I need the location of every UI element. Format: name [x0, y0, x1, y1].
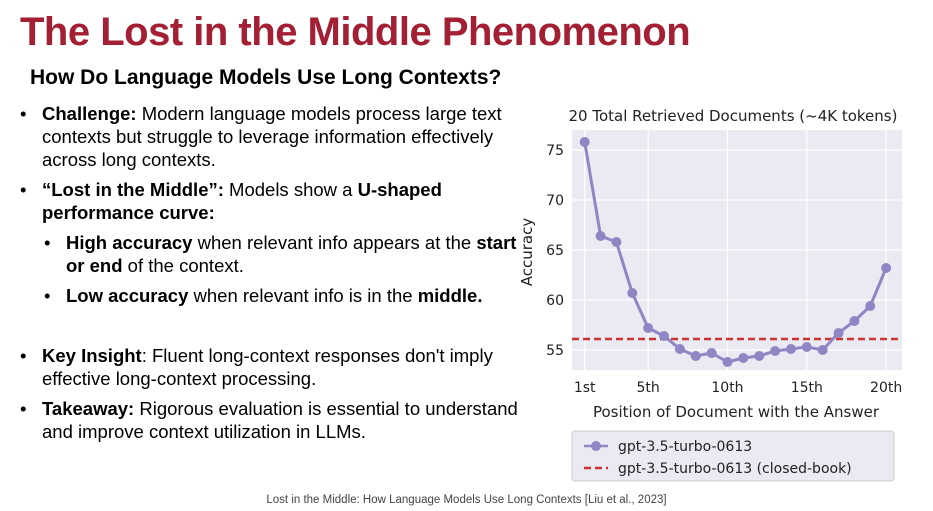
gpt-data-point — [579, 137, 590, 147]
gpt-data-point — [659, 331, 670, 341]
challenge-label: Challenge: — [42, 103, 137, 124]
bullet-challenge: Challenge: Modern language models proces… — [20, 102, 520, 171]
challenge-text: Modern language models process large tex… — [42, 103, 502, 170]
low-bold: middle. — [417, 285, 483, 306]
high-label: High accuracy — [66, 232, 193, 253]
gpt-data-point — [865, 301, 876, 311]
y-tick-labels: 55 60 65 70 75 — [546, 143, 564, 359]
legend-label-closed-book: gpt-3.5-turbo-0613 (closed-book) — [618, 461, 852, 477]
gpt-series — [579, 137, 892, 367]
gpt-data-point — [754, 351, 765, 361]
gpt-data-point — [785, 344, 796, 354]
legend: gpt-3.5-turbo-0613 gpt-3.5-turbo-0613 (c… — [571, 430, 895, 482]
y-tick-label: 75 — [546, 143, 564, 159]
y-tick-label: 70 — [546, 193, 564, 209]
gpt-data-point — [643, 323, 654, 333]
gpt-data-point — [627, 288, 638, 298]
low-label: Low accuracy — [66, 285, 189, 306]
high-text2: of the context. — [122, 255, 244, 276]
x-tick-label: 10th — [711, 380, 743, 396]
gpt-data-point — [738, 353, 749, 363]
x-axis-label: Position of Document with the Answer — [593, 403, 880, 421]
low-text1: when relevant info is in the — [188, 285, 418, 306]
gpt-data-point — [674, 344, 685, 354]
gpt-data-point — [770, 346, 781, 356]
lost-label: “Lost in the Middle”: — [42, 179, 224, 200]
slide-title: The Lost in the Middle Phenomenon — [20, 10, 691, 54]
gpt-data-point — [706, 348, 717, 358]
x-tick-label: 20th — [870, 380, 902, 396]
gpt-data-point — [881, 263, 892, 273]
y-tick-label: 60 — [546, 293, 564, 309]
gpt-data-point — [801, 342, 812, 352]
takeaway-label: Takeaway: — [42, 398, 135, 419]
high-bold: start or end — [66, 232, 517, 276]
accuracy-chart: 20 Total Retrieved Documents (~4K tokens… — [518, 107, 902, 482]
gpt-data-point — [849, 316, 860, 326]
high-text1: when relevant info appears at the — [192, 232, 477, 253]
bullet-list: Challenge: Modern language models proces… — [20, 102, 520, 443]
y-tick-label: 65 — [546, 243, 564, 259]
x-tick-label: 1st — [574, 380, 596, 396]
x-tick-label: 15th — [791, 380, 823, 396]
gpt-data-point — [833, 328, 844, 338]
y-tick-label: 55 — [546, 343, 564, 359]
lost-bold: U-shaped performance curve: — [42, 179, 442, 223]
citation-footer: Lost in the Middle: How Language Models … — [266, 494, 667, 506]
gpt-data-point — [722, 357, 733, 367]
bullet-lost-in-middle: “Lost in the Middle”: Models show a U-sh… — [20, 178, 520, 224]
gpt-data-point — [690, 351, 701, 361]
slide-subtitle: How Do Language Models Use Long Contexts… — [30, 66, 502, 89]
takeaway-text: Rigorous evaluation is essential to unde… — [42, 398, 518, 442]
insight-text: : Fluent long-context responses don't im… — [42, 345, 493, 389]
chart-title: 20 Total Retrieved Documents (~4K tokens… — [569, 107, 898, 125]
bullet-takeaway: Takeaway: Rigorous evaluation is essenti… — [20, 397, 520, 443]
gpt-data-point — [611, 237, 622, 247]
lost-text: Models show a — [223, 179, 358, 200]
bullet-key-insight: Key Insight: Fluent long-context respons… — [20, 344, 520, 390]
legend-label-gpt: gpt-3.5-turbo-0613 — [618, 439, 752, 455]
y-axis-label: Accuracy — [518, 218, 536, 287]
grid-lines — [572, 130, 902, 370]
gpt-data-point — [595, 231, 606, 241]
x-tick-label: 5th — [637, 380, 660, 396]
legend-marker-gpt — [591, 441, 601, 451]
legend-box — [571, 430, 895, 482]
insight-label: Key Insight — [42, 345, 142, 366]
x-tick-labels: 1st 5th 10th 15th 20th — [574, 380, 902, 396]
gpt-data-point — [817, 345, 828, 355]
subbullet-high-accuracy: High accuracy when relevant info appears… — [20, 231, 520, 277]
subbullet-low-accuracy: Low accuracy when relevant info is in th… — [20, 284, 520, 307]
